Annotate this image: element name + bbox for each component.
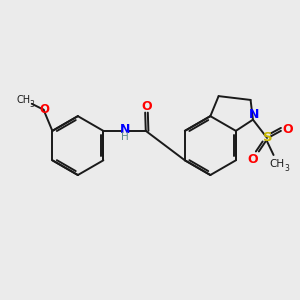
Text: CH: CH (269, 159, 285, 169)
Text: CH: CH (17, 95, 31, 105)
Text: 3: 3 (29, 100, 34, 109)
Text: O: O (283, 123, 293, 136)
Text: O: O (39, 103, 49, 116)
Text: S: S (263, 131, 272, 144)
Text: O: O (141, 100, 152, 112)
Text: N: N (120, 123, 130, 136)
Text: H: H (121, 132, 129, 142)
Text: O: O (247, 153, 258, 166)
Text: N: N (249, 108, 260, 121)
Text: 3: 3 (284, 164, 289, 173)
